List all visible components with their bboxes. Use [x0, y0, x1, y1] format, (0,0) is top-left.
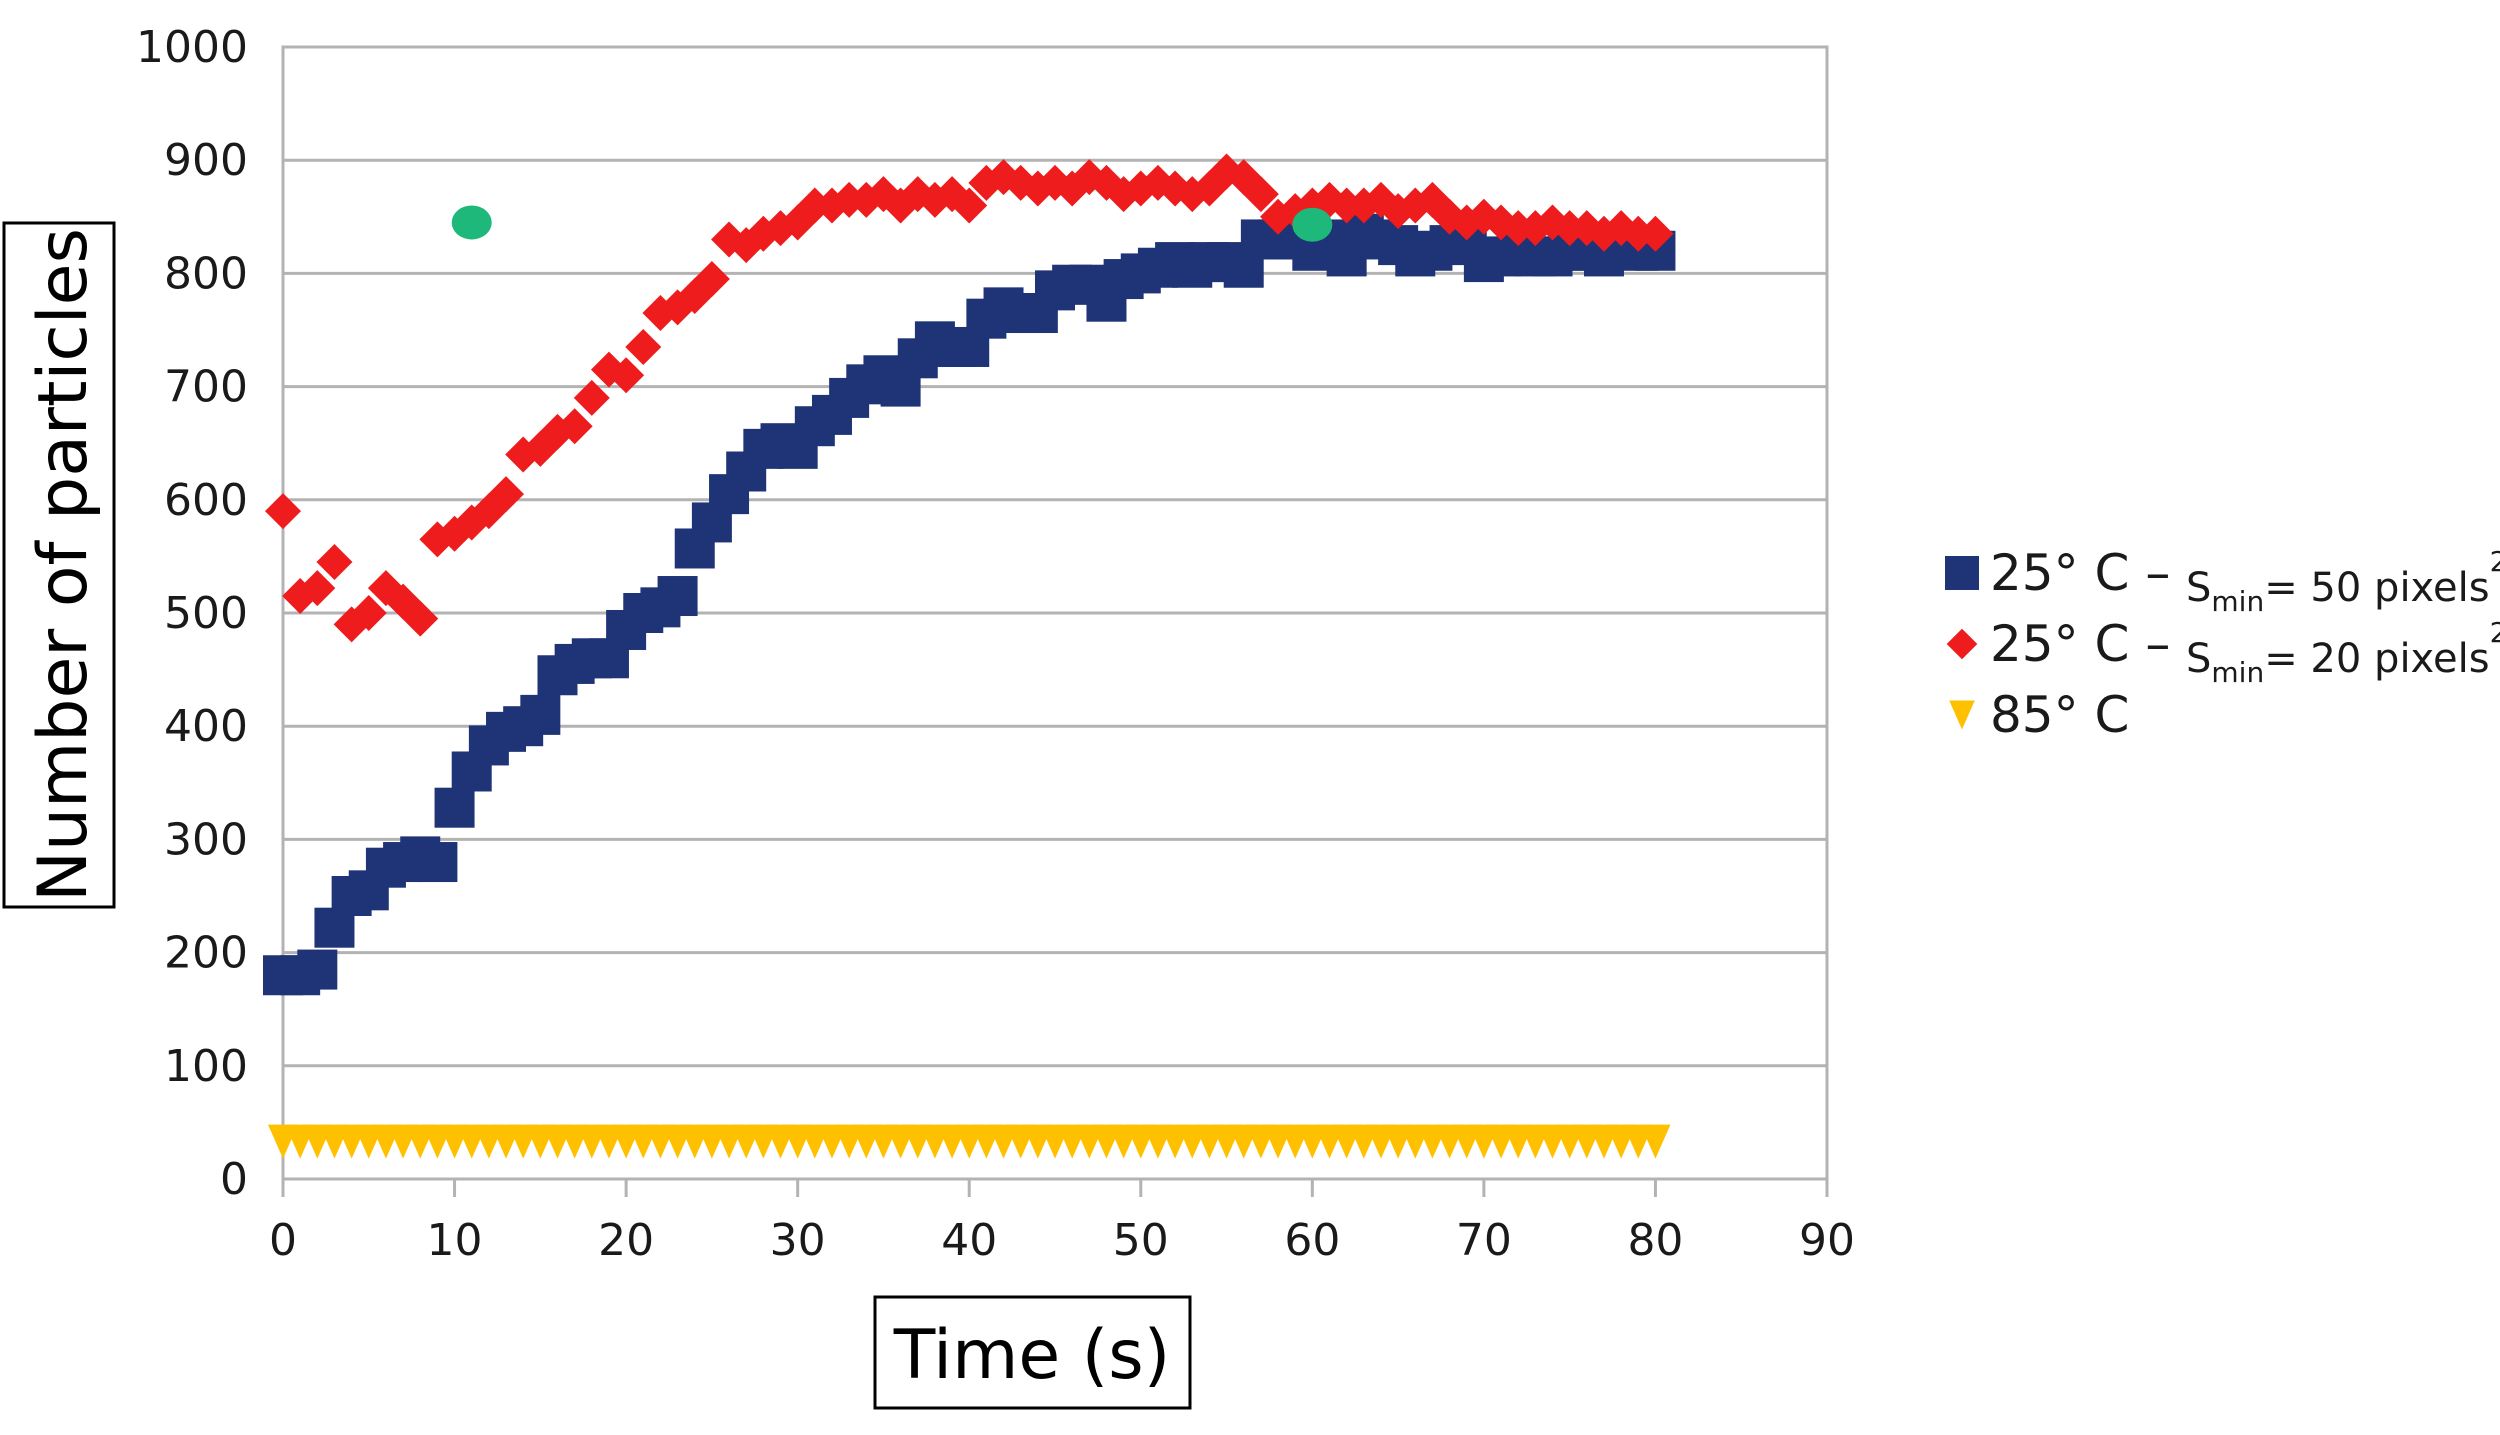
legend-label-2: 85° C [1990, 686, 2129, 744]
x-tick-label: 40 [941, 1215, 997, 1266]
plot-area-frame [281, 45, 1829, 1181]
series-25c-20px-point [350, 595, 387, 631]
legend-label-0: 25° C – [1990, 544, 2170, 602]
data-marks [263, 153, 1676, 1159]
series-25c-20px-point [556, 408, 593, 445]
series-25c-50px-point [520, 694, 561, 735]
series-25c-50px-point [417, 842, 458, 883]
x-tick-label: 80 [1627, 1215, 1683, 1266]
series-25c-20px-point [1637, 215, 1674, 252]
series-25c-50px-point [297, 949, 338, 990]
series-25c-50px-point [434, 787, 475, 828]
x-axis-title-box [873, 1295, 1192, 1410]
legend-note-sub: min [2211, 656, 2264, 689]
series-25c-20px-point [573, 379, 610, 416]
series-25c-20px-point [1242, 176, 1279, 213]
series-25c-20px-point [608, 357, 645, 394]
legend-note-pre: S [2186, 565, 2211, 611]
series-25c-20px-point [951, 187, 988, 224]
y-tick-label: 200 [164, 928, 248, 979]
y-tick-label: 0 [220, 1154, 248, 1205]
legend-marker-1 [1946, 628, 1978, 660]
y-axis-title: Number of particles [24, 228, 103, 902]
legend-note-sup: 2 [2490, 545, 2500, 578]
series-85c-point [1640, 1124, 1671, 1159]
y-axis-title-box [2, 221, 116, 909]
y-tick-label: 300 [164, 814, 248, 865]
x-tick-label: 20 [598, 1215, 654, 1266]
series-25c-50px-point [657, 576, 698, 617]
series-25c-20px-point [299, 570, 336, 607]
legend-note-sub: min [2211, 585, 2264, 618]
series-25c-20px-point [316, 544, 353, 581]
legend-marker-2 [1949, 700, 1975, 730]
y-tick-label: 700 [164, 362, 248, 413]
x-tick-label: 90 [1799, 1215, 1855, 1266]
axes: 0 100 200 300 400 500 600 700 800 900 1000 0 10 20 30 4… [136, 22, 1855, 1266]
series-25c-20px-point [402, 600, 439, 637]
legend-marker-0 [1945, 556, 1979, 590]
x-tick-label: 30 [770, 1215, 826, 1266]
series-25c-20px-point [488, 476, 525, 513]
y-tick-label: 600 [164, 475, 248, 526]
legend-note-pre: S [2186, 636, 2211, 682]
legend-label-1: 25° C – [1990, 615, 2170, 673]
x-axis-title: Time (s) [893, 1316, 1171, 1395]
series-25c-20px-point [693, 261, 730, 298]
y-tick-label: 400 [164, 701, 248, 752]
x-tick-label: 10 [427, 1215, 483, 1266]
legend-note-mid: = 50 pixels [2264, 565, 2489, 611]
y-tick-label: 500 [164, 588, 248, 639]
highlight-point [451, 205, 492, 240]
legend-note-0: Smin= 50 pixels2 [2186, 545, 2500, 618]
series-25c-20px-point [265, 493, 301, 530]
x-tick-label: 70 [1456, 1215, 1512, 1266]
x-tick-label: 60 [1284, 1215, 1340, 1266]
y-tick-label: 1000 [136, 22, 248, 73]
legend-note-sup: 2 [2490, 616, 2500, 649]
x-tick-label: 0 [269, 1215, 297, 1266]
x-tick-label: 50 [1113, 1215, 1169, 1266]
y-tick-label: 100 [164, 1041, 248, 1092]
highlight-point [1292, 207, 1333, 242]
legend-note-mid: = 20 pixels [2264, 636, 2489, 682]
series-25c-20px-point [625, 328, 662, 365]
legend-note-1: Smin= 20 pixels2 [2186, 616, 2500, 689]
y-tick-label: 900 [164, 135, 248, 186]
y-tick-label: 800 [164, 248, 248, 299]
